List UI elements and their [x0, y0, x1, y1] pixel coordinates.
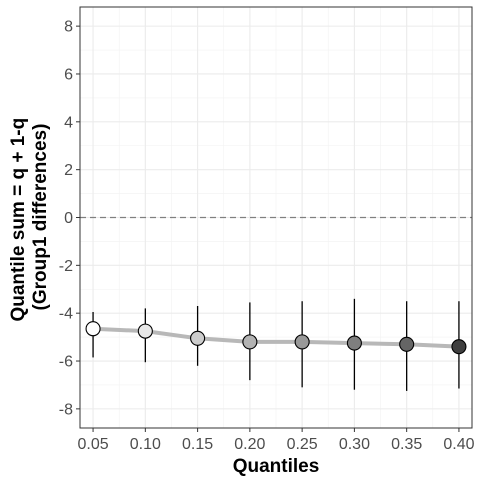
y-tick-label: -4 [59, 306, 73, 323]
data-point [85, 321, 101, 337]
data-point [399, 336, 415, 352]
y-tick-label: -2 [59, 258, 73, 275]
y-tick-label: -8 [59, 401, 73, 418]
y-tick-label: 0 [64, 210, 73, 227]
y-tick-label: -6 [59, 354, 73, 371]
data-points [85, 321, 467, 355]
trend-line [91, 326, 461, 349]
y-tick-label: 4 [64, 114, 73, 131]
y-tick-label: 2 [64, 162, 73, 179]
x-tick-label: 0.40 [443, 436, 474, 453]
y-tick-label: 6 [64, 66, 73, 83]
y-axis-title: Quantile sum = q + 1-q (Group1 differenc… [8, 112, 51, 321]
x-tick-label: 0.20 [234, 436, 265, 453]
x-tick-label: 0.35 [391, 436, 422, 453]
data-point [451, 339, 467, 355]
data-point [346, 335, 362, 351]
x-axis-ticks: 0.05 0.10 0.15 0.20 0.25 0.30 0.35 0.40 [77, 428, 475, 453]
x-tick-label: 0.25 [287, 436, 318, 453]
data-point [242, 334, 258, 350]
y-axis-title-line-2: (Group1 differences) [30, 124, 51, 311]
x-axis-title: Quantiles [233, 456, 320, 477]
data-point [294, 334, 310, 350]
y-tick-label: 8 [64, 19, 73, 36]
data-point [137, 323, 153, 339]
x-tick-label: 0.15 [182, 436, 213, 453]
data-point [190, 330, 206, 346]
trend-line-group [91, 326, 461, 349]
y-axis-title-line-1: Quantile sum = q + 1-q [8, 118, 29, 322]
y-axis-ticks: -8 -6 -4 -2 0 2 4 6 8 [59, 19, 80, 418]
x-tick-label: 0.10 [130, 436, 161, 453]
x-tick-label: 0.30 [339, 436, 370, 453]
x-tick-label: 0.05 [77, 436, 108, 453]
